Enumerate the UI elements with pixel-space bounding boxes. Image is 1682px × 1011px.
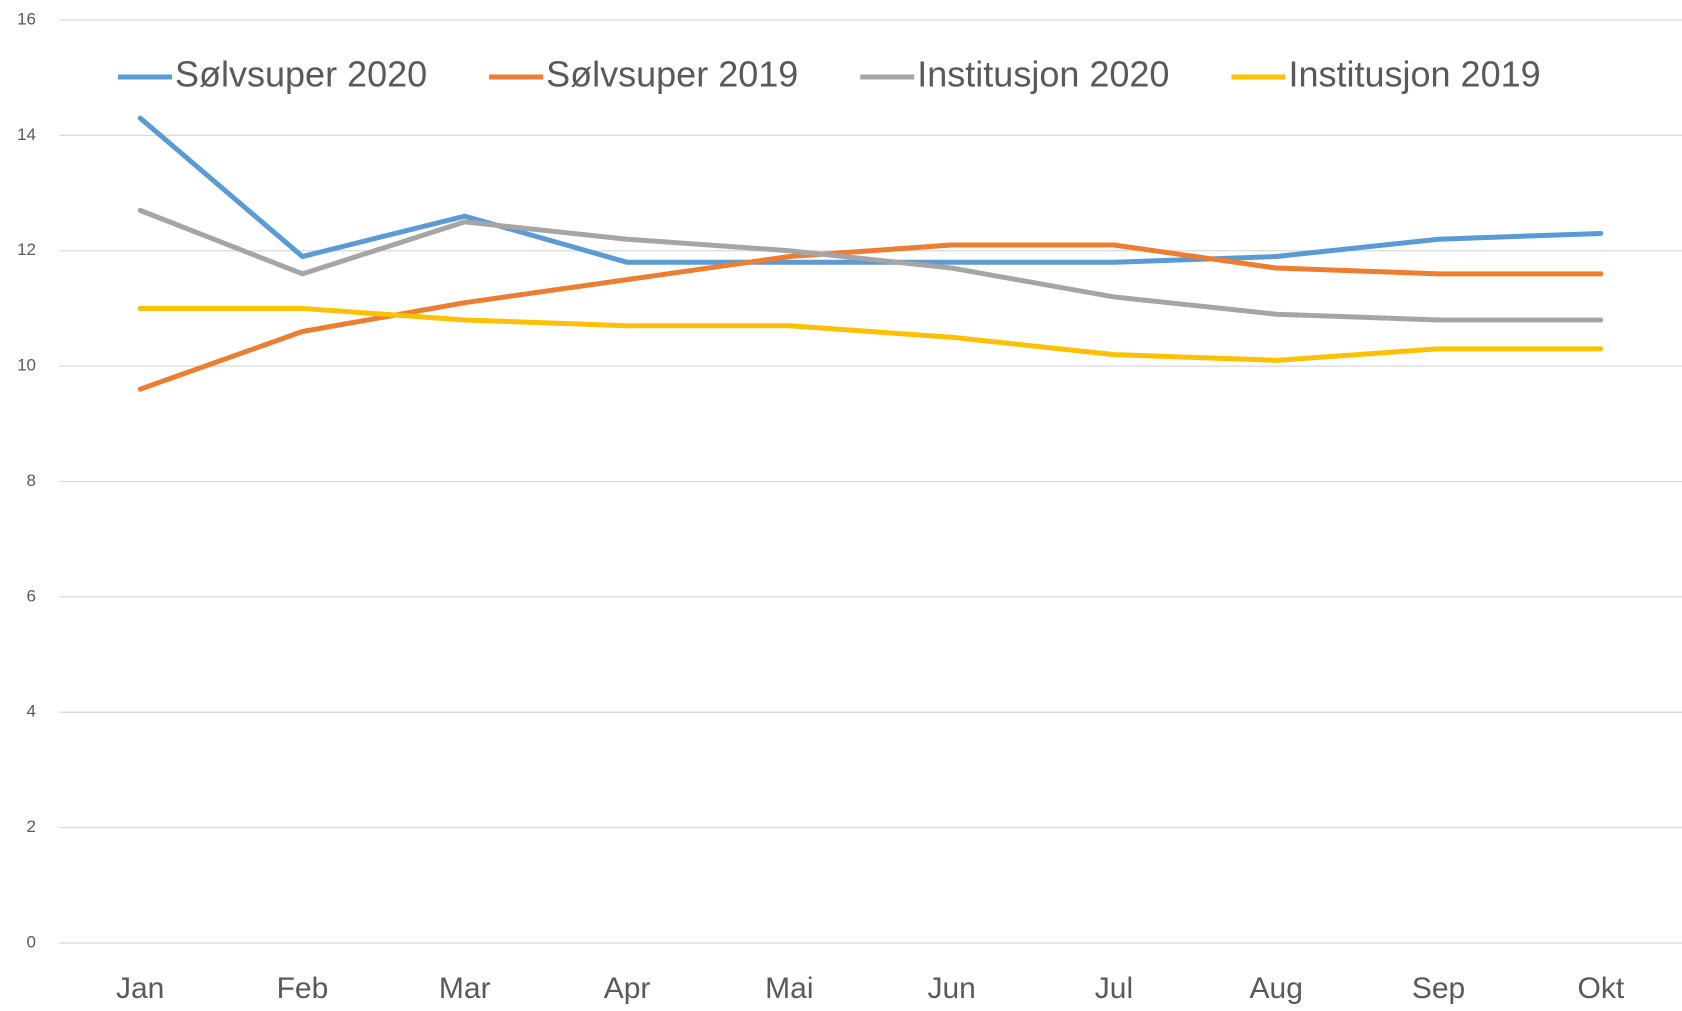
y-tick-label: 8 [27, 471, 36, 490]
y-tick-label: 4 [27, 702, 36, 721]
legend-label: Institusjon 2020 [917, 54, 1169, 95]
y-tick-label: 6 [27, 586, 36, 605]
legend-label: Sølvsuper 2019 [546, 54, 798, 95]
series-line [137, 115, 1604, 265]
x-tick-label: Jun [927, 972, 975, 1005]
legend-label: Institusjon 2019 [1288, 54, 1540, 95]
y-tick-label: 10 [17, 356, 36, 375]
y-tick-label: 14 [17, 125, 36, 144]
series-line [137, 305, 1604, 363]
x-tick-label: Okt [1578, 972, 1625, 1005]
x-tick-label: Apr [604, 972, 651, 1005]
x-tick-label: Feb [277, 972, 329, 1005]
x-tick-label: Mar [439, 972, 491, 1005]
series-line [137, 207, 1604, 323]
x-tick-label: Jul [1095, 972, 1133, 1005]
y-tick-label: 0 [27, 932, 36, 951]
x-tick-label: Mai [765, 972, 813, 1005]
y-tick-label: 12 [17, 240, 36, 259]
series-line [137, 242, 1604, 392]
legend-label: Sølvsuper 2020 [175, 54, 427, 95]
x-tick-label: Jan [116, 972, 164, 1005]
x-tick-label: Aug [1250, 972, 1303, 1005]
x-tick-label: Sep [1412, 972, 1465, 1005]
y-tick-label: 16 [17, 9, 36, 28]
y-tick-label: 2 [27, 817, 36, 836]
